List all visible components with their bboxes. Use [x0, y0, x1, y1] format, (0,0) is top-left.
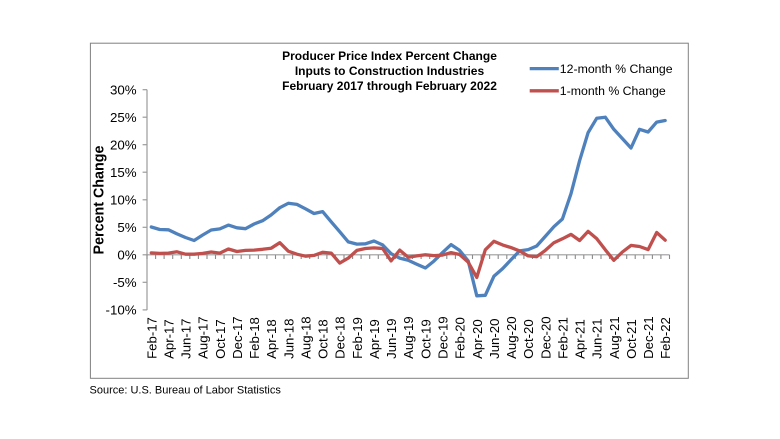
svg-text:15%: 15% [110, 165, 137, 180]
svg-text:Inputs to Construction Industr: Inputs to Construction Industries [295, 64, 485, 78]
svg-text:Oct-20: Oct-20 [521, 319, 536, 359]
svg-text:Aug-20: Aug-20 [504, 316, 519, 359]
svg-text:Oct-19: Oct-19 [418, 319, 433, 359]
svg-text:Feb-20: Feb-20 [453, 317, 468, 359]
svg-text:Apr-19: Apr-19 [367, 319, 382, 359]
svg-text:Aug-21: Aug-21 [607, 316, 622, 359]
svg-text:25%: 25% [110, 110, 137, 125]
svg-text:12-month % Change: 12-month % Change [560, 62, 673, 76]
svg-text:Apr-17: Apr-17 [161, 319, 176, 359]
svg-text:Dec-20: Dec-20 [538, 316, 553, 359]
svg-text:Jun-18: Jun-18 [281, 319, 296, 359]
svg-text:Jun-20: Jun-20 [487, 319, 502, 359]
svg-text:Oct-21: Oct-21 [624, 319, 639, 359]
svg-text:Dec-21: Dec-21 [641, 316, 656, 359]
svg-text:-10%: -10% [106, 303, 137, 318]
svg-text:Apr-21: Apr-21 [573, 319, 588, 359]
svg-text:Feb-21: Feb-21 [555, 317, 570, 359]
svg-text:Producer Price Index Percent C: Producer Price Index Percent Change [282, 49, 497, 63]
svg-text:Jun-17: Jun-17 [179, 319, 194, 359]
svg-text:Percent Change: Percent Change [91, 146, 107, 255]
svg-text:Oct-18: Oct-18 [316, 319, 331, 359]
svg-text:Feb-17: Feb-17 [144, 317, 159, 359]
svg-text:Dec-17: Dec-17 [230, 316, 245, 359]
svg-text:Apr-20: Apr-20 [470, 319, 485, 359]
svg-text:20%: 20% [110, 137, 137, 152]
svg-text:February 2017 through February: February 2017 through February 2022 [282, 79, 497, 93]
svg-text:5%: 5% [117, 220, 136, 235]
svg-text:Feb-22: Feb-22 [658, 317, 673, 359]
svg-text:Aug-19: Aug-19 [401, 316, 416, 359]
svg-text:Source: U.S. Bureau of Labor S: Source: U.S. Bureau of Labor Statistics [90, 385, 282, 397]
svg-text:10%: 10% [110, 192, 137, 207]
svg-text:Feb-18: Feb-18 [247, 317, 262, 359]
svg-text:Apr-18: Apr-18 [264, 319, 279, 359]
svg-text:-5%: -5% [113, 275, 137, 290]
svg-text:Jun-21: Jun-21 [590, 319, 605, 359]
svg-text:Aug-17: Aug-17 [196, 316, 211, 359]
svg-text:0%: 0% [117, 248, 136, 263]
svg-text:30%: 30% [110, 82, 137, 97]
svg-text:Oct-17: Oct-17 [213, 319, 228, 359]
svg-text:Jun-19: Jun-19 [384, 319, 399, 359]
svg-text:Aug-18: Aug-18 [299, 316, 314, 359]
svg-text:Feb-19: Feb-19 [350, 317, 365, 359]
svg-text:1-month % Change: 1-month % Change [560, 84, 666, 98]
svg-text:Dec-18: Dec-18 [333, 316, 348, 359]
svg-text:Dec-19: Dec-19 [436, 316, 451, 359]
